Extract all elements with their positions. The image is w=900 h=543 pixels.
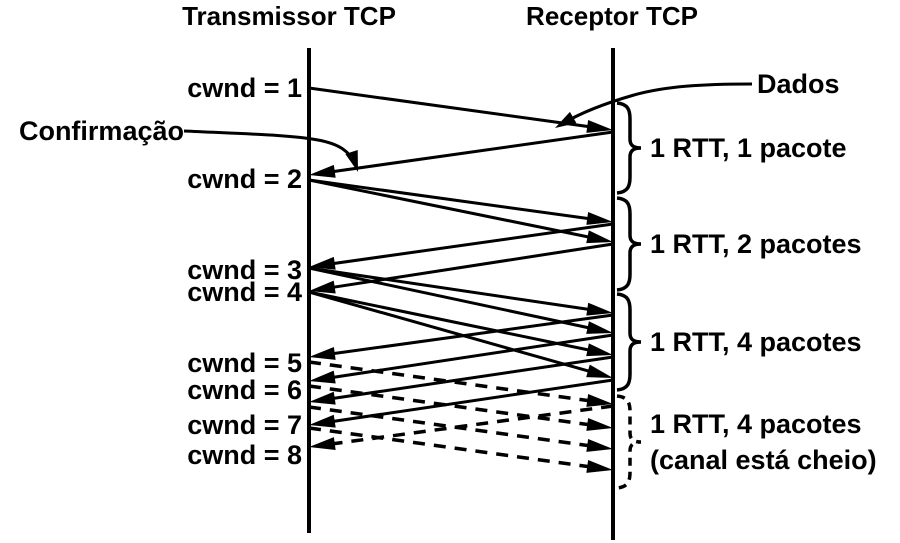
cwnd-label-5: cwnd = 5 bbox=[187, 348, 302, 378]
data-packet-arrow-dashed-head bbox=[586, 394, 613, 407]
ack-arrow-head bbox=[309, 391, 336, 405]
ack-arrow-line bbox=[322, 222, 614, 267]
data-packet-arrow-line bbox=[308, 290, 600, 354]
cwnd-label-2: cwnd = 2 bbox=[187, 164, 302, 194]
cwnd-label-4: cwnd = 4 bbox=[187, 277, 302, 307]
ack-arrow-line bbox=[322, 313, 614, 357]
ack-arrow-line bbox=[322, 355, 614, 402]
ack-arrow-head bbox=[309, 280, 336, 294]
data-packet-arrow-dashed-line bbox=[308, 360, 600, 404]
rtt-annotation-1-line-1: 1 RTT, 1 pacote bbox=[650, 133, 847, 163]
cwnd-label-8: cwnd = 8 bbox=[187, 440, 302, 470]
ack-arrow-line bbox=[322, 378, 614, 425]
ack-arrow-line bbox=[322, 333, 614, 381]
cwnd-label-3: cwnd = 3 bbox=[187, 255, 302, 285]
data-packet-arrow-dashed-line bbox=[308, 426, 600, 470]
data-packet-arrow-head bbox=[586, 120, 613, 133]
data-packet-arrow-line bbox=[308, 266, 600, 332]
data-packet-arrow-line bbox=[308, 86, 600, 130]
confirmacao-pointer-head bbox=[345, 150, 358, 172]
data-packet-arrow-head bbox=[586, 230, 613, 244]
dados-label: Dados bbox=[757, 69, 840, 99]
rtt-annotation-3-line-1: 1 RTT, 4 pacotes bbox=[650, 327, 862, 357]
data-packet-arrow-head bbox=[586, 212, 613, 225]
cwnd-label-1: cwnd = 1 bbox=[187, 73, 302, 103]
ack-arrow-head bbox=[309, 164, 336, 178]
cwnd-label-6: cwnd = 6 bbox=[187, 375, 302, 405]
rtt-annotation-1: 1 RTT, 1 pacote bbox=[650, 130, 847, 166]
cwnd-label-7: cwnd = 7 bbox=[187, 410, 302, 440]
rtt-annotation-2-line-1: 1 RTT, 2 pacotes bbox=[650, 229, 862, 259]
ack-arrow-head bbox=[309, 347, 336, 360]
data-packet-arrow-head bbox=[586, 343, 613, 357]
data-packet-arrow-dashed-line bbox=[308, 384, 600, 428]
data-packet-arrow-head bbox=[586, 364, 613, 378]
data-packet-arrow-dashed-head bbox=[586, 418, 613, 431]
ack-arrow-line bbox=[322, 242, 614, 291]
rtt-brace-2 bbox=[616, 196, 642, 292]
rtt-annotation-3: 1 RTT, 4 pacotes bbox=[650, 324, 862, 360]
rtt-brace-3 bbox=[616, 292, 642, 392]
rtt-annotation-4-line-1: 1 RTT, 4 pacotes bbox=[650, 409, 862, 439]
confirmacao-label: Confirmação bbox=[18, 116, 184, 146]
data-packet-arrow-line bbox=[308, 178, 600, 241]
data-packet-arrow-dashed-head bbox=[586, 439, 613, 452]
data-packet-arrow-line bbox=[308, 266, 600, 313]
ack-arrow-head bbox=[309, 256, 336, 270]
ack-arrow-line bbox=[322, 130, 614, 175]
data-packet-arrow-head bbox=[586, 321, 613, 334]
data-packet-arrow-dashed-head bbox=[586, 460, 613, 473]
rtt-brace-1 bbox=[616, 101, 642, 195]
data-packet-arrow-dashed-line bbox=[308, 405, 600, 449]
ack-arrow-head bbox=[309, 414, 336, 428]
receiver-title: Receptor TCP bbox=[526, 1, 698, 31]
dados-pointer-curve bbox=[561, 82, 753, 126]
dados-pointer-head bbox=[555, 111, 577, 128]
data-packet-arrow-head bbox=[586, 302, 613, 316]
data-packet-arrow-line bbox=[308, 290, 600, 376]
data-packet-arrow-line bbox=[308, 178, 600, 222]
transmitter-title: Transmissor TCP bbox=[182, 1, 396, 31]
rtt-annotation-4: 1 RTT, 4 pacotes (canal está cheio) bbox=[650, 406, 877, 478]
ack-arrow-head bbox=[309, 370, 336, 384]
rtt-annotation-4-line-2: (canal está cheio) bbox=[650, 445, 877, 475]
rtt-brace-4 bbox=[616, 394, 642, 490]
ack-arrow-dashed-line bbox=[322, 404, 614, 447]
ack-arrow-dashed-head bbox=[309, 437, 336, 450]
rtt-annotation-2: 1 RTT, 2 pacotes bbox=[650, 226, 862, 262]
confirmacao-pointer-curve bbox=[183, 129, 358, 166]
